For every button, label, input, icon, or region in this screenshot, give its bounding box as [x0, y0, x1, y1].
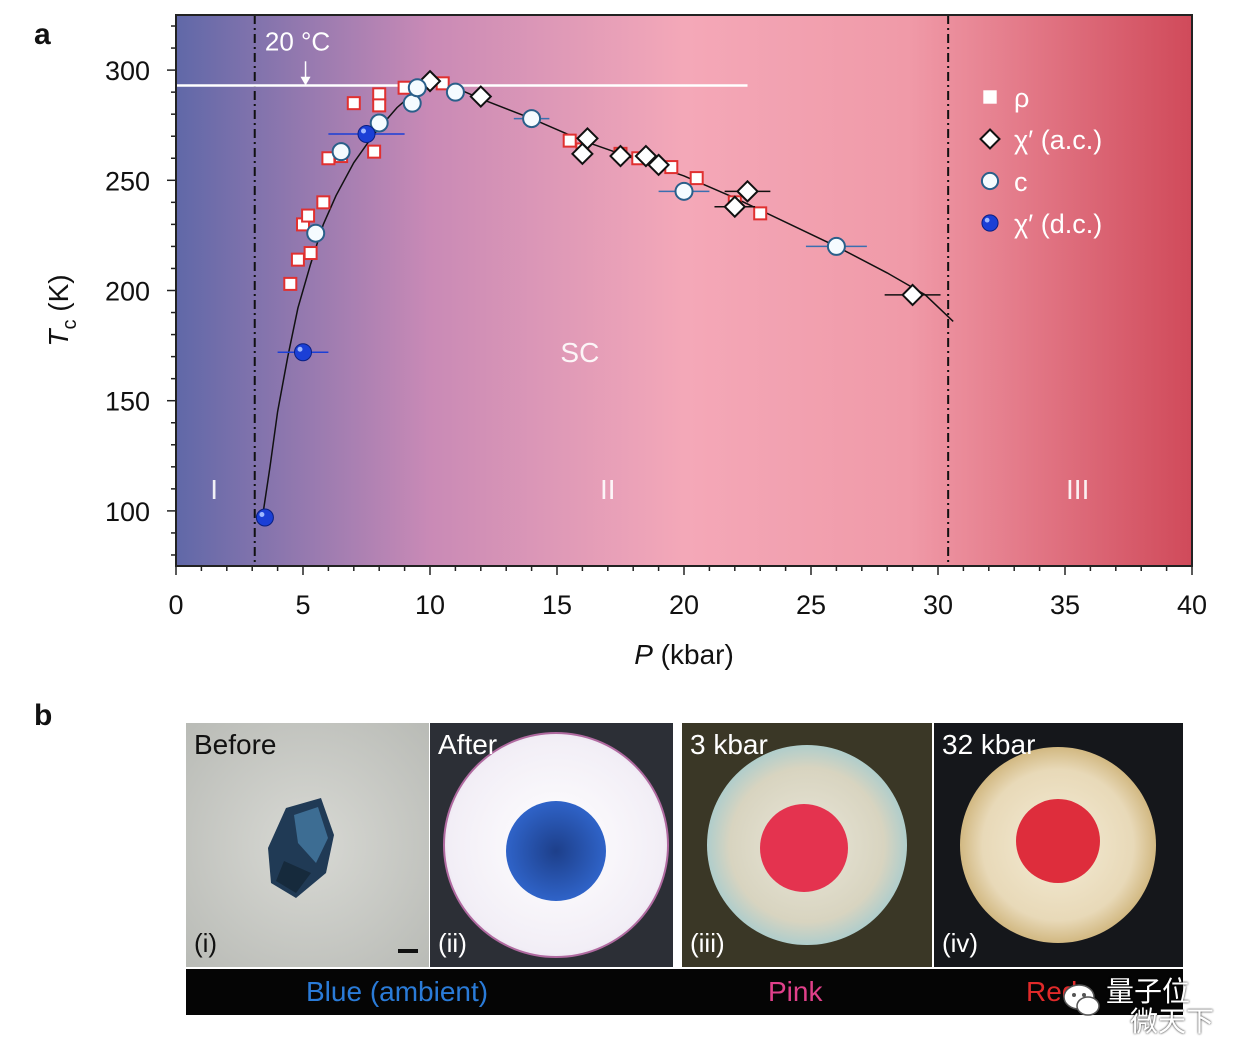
data-point-diamond: [647, 153, 671, 177]
data-point-circle-open: [369, 113, 389, 133]
data-point-diamond: [723, 195, 747, 219]
photo-title: 32 kbar: [942, 729, 1036, 760]
room-temperature-label: 20 °C: [265, 26, 330, 56]
legend-marker-3: [980, 171, 1000, 191]
pink-sample-image: [682, 723, 932, 967]
color-label-bar: Blue (ambient) Pink Red: [186, 969, 1183, 1015]
watermark-line2: 微天下: [1130, 1005, 1215, 1038]
color-label-blue: Blue (ambient): [306, 976, 489, 1007]
data-point-diamond: [901, 283, 925, 307]
y-tick-label: 250: [105, 166, 150, 196]
x-tick-label: 0: [168, 590, 183, 620]
x-axis-label: P (kbar): [634, 639, 734, 670]
panel-a-label: a: [34, 18, 51, 51]
data-point-square: [301, 208, 316, 223]
x-tick-label: 40: [1177, 590, 1207, 620]
data-point-circle-open: [402, 93, 422, 113]
photo-title: Before: [194, 729, 277, 760]
panel-b-label: b: [34, 699, 53, 732]
y-tick-label: 150: [105, 387, 150, 417]
legend-label-1: ρ: [1014, 83, 1029, 113]
photo-after: After (ii): [430, 723, 673, 967]
y-tick-label: 300: [105, 56, 150, 86]
data-point-circle-filled-highlight: [259, 512, 265, 518]
wechat-icon: [1063, 984, 1100, 1016]
x-tick-label: 15: [542, 590, 572, 620]
sc-region-label: SC: [560, 337, 599, 368]
data-point-circle-filled: [255, 508, 274, 527]
legend-marker-2: [979, 128, 1001, 150]
data-point-circle-open: [306, 223, 326, 243]
data-point-square: [753, 206, 768, 221]
crystal-image: [186, 723, 429, 967]
plot-background: [176, 15, 1192, 566]
data-point-diamond: [609, 144, 632, 168]
photo-3kbar: 3 kbar (iii): [682, 723, 932, 967]
x-tick-label: 5: [295, 590, 310, 620]
data-point-circle-open: [522, 109, 542, 129]
data-point-circle-filled: [357, 125, 376, 144]
data-point-square: [562, 133, 577, 148]
data-point-square: [372, 98, 387, 113]
region-label-1: I: [210, 474, 218, 505]
data-point-circle-filled: [294, 343, 312, 362]
legend-marker-4-highlight: [984, 217, 990, 223]
data-point-diamond: [736, 179, 759, 203]
legend-label-2: χ′ (a.c.): [1014, 125, 1102, 155]
room-temperature-arrowhead: [300, 76, 311, 86]
data-point-circle-open: [674, 181, 694, 201]
data-point-square: [290, 252, 305, 267]
data-point-diamond: [469, 85, 493, 108]
watermark: 量子位 微天下: [1062, 970, 1234, 1038]
watermark-line1: 量子位: [1106, 975, 1191, 1008]
data-point-circle-open: [331, 142, 351, 162]
y-axis-label: Tc (K): [43, 274, 81, 346]
photo-before: Before (i): [186, 723, 429, 967]
photo-title: After: [438, 729, 498, 760]
x-tick-label: 30: [923, 590, 953, 620]
data-point-square: [283, 276, 298, 291]
data-point-circle-open: [445, 82, 465, 102]
legend-marker-fill: [983, 90, 997, 104]
data-point-square: [689, 171, 704, 186]
data-point-square: [367, 144, 382, 159]
x-tick-label: 20: [669, 590, 699, 620]
photo-index: (ii): [438, 928, 467, 958]
x-tick-label: 10: [415, 590, 445, 620]
y-tick-label: 100: [105, 497, 150, 527]
data-point-circle-filled-highlight: [297, 346, 303, 352]
data-point-square: [316, 195, 331, 210]
data-point-circle-open: [407, 78, 427, 98]
data-point-diamond: [634, 144, 658, 168]
photo-index: (iv): [942, 928, 979, 958]
region-label-3: III: [1066, 474, 1089, 505]
photo-index: (iii): [690, 928, 725, 958]
legend-label-3: c: [1014, 167, 1028, 197]
legend-label-4: χ′ (d.c.): [1014, 209, 1102, 239]
data-point-square: [303, 246, 318, 261]
data-point-circle-filled-highlight: [361, 128, 366, 134]
x-tick-label: 25: [796, 590, 826, 620]
red-sample-image: [934, 723, 1183, 967]
data-point-diamond: [576, 127, 599, 150]
data-point-circle-open: [826, 236, 846, 256]
data-point-square: [346, 96, 361, 111]
photo-title: 3 kbar: [690, 729, 768, 760]
x-tick-label: 35: [1050, 590, 1080, 620]
photo-32kbar: 32 kbar (iv): [934, 723, 1183, 967]
legend-marker-4: [981, 214, 999, 232]
region-label-2: II: [600, 474, 616, 505]
photo-index: (i): [194, 928, 218, 958]
y-tick-label: 200: [105, 277, 150, 307]
diamond-cell-image: [430, 723, 673, 967]
color-label-pink: Pink: [768, 976, 823, 1007]
